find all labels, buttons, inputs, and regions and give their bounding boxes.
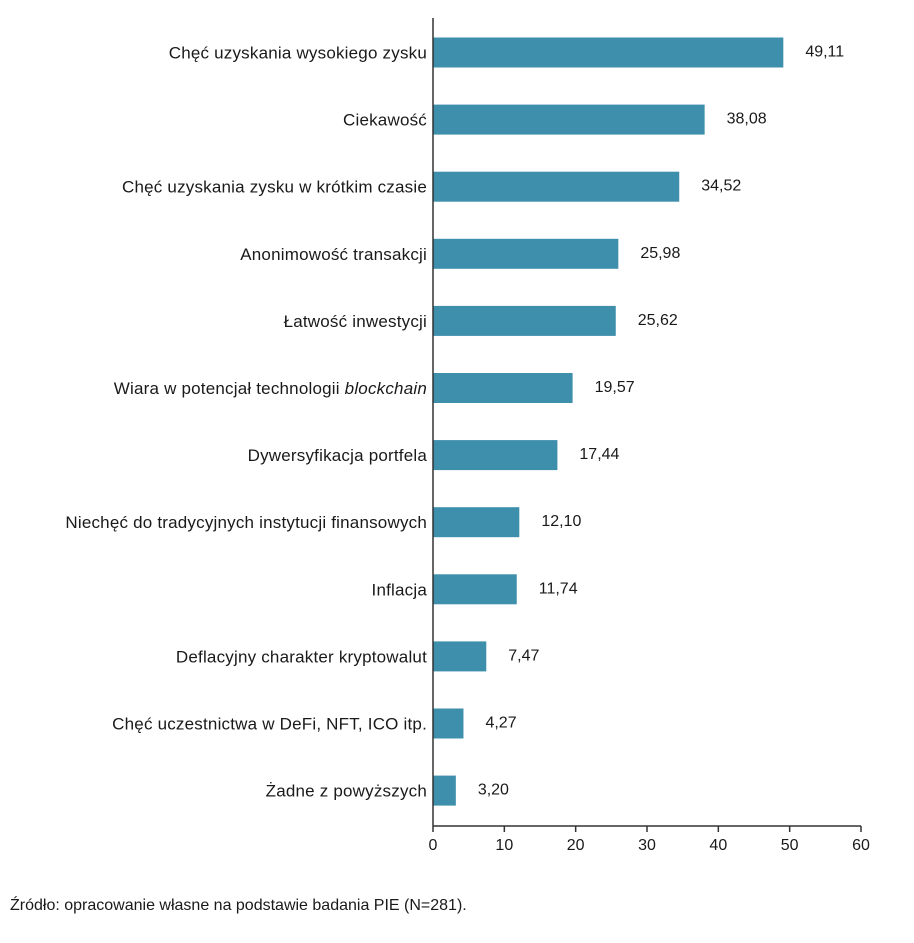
category-label: Chęć uczestnictwa w DeFi, NFT, ICO itp. (112, 715, 427, 734)
value-label: 34,52 (701, 178, 741, 195)
category-label: Chęć uzyskania wysokiego zysku (169, 44, 427, 63)
category-label: Chęć uzyskania zysku w krótkim czasie (122, 178, 427, 197)
category-labels-group: Chęć uzyskania wysokiego zysku Ciekawość C… (65, 44, 427, 801)
value-label: 17,44 (579, 446, 619, 463)
bar (433, 305, 616, 336)
x-tick-label: 10 (495, 837, 513, 854)
x-ticks-group: 0 10 20 30 40 50 60 (429, 826, 870, 854)
bar (433, 708, 464, 739)
x-tick-label: 0 (429, 837, 438, 854)
source-note: Źródło: opracowanie własne na podstawie … (10, 897, 467, 914)
value-label: 49,11 (805, 44, 844, 61)
value-label: 19,57 (595, 379, 635, 396)
category-label: Wiara w potencjał technologii blockchain (114, 379, 427, 398)
category-label: Niechęć do tradycyjnych instytucji finan… (65, 513, 427, 532)
value-label: 12,10 (541, 513, 581, 530)
category-label: Deflacyjny charakter kryptowalut (176, 647, 427, 666)
bar (433, 104, 705, 135)
bar (433, 373, 573, 403)
bar (433, 507, 520, 538)
bar (433, 641, 487, 672)
x-tick-label: 20 (567, 837, 585, 854)
bar (433, 574, 517, 605)
category-label: Dywersyfikacja portfela (248, 446, 428, 465)
bars-group (433, 37, 784, 806)
value-label: 7,47 (508, 647, 539, 664)
category-label: Inflacja (372, 580, 428, 599)
x-tick-label: 40 (709, 837, 727, 854)
value-label: 11,74 (539, 580, 578, 597)
value-label: 25,62 (638, 312, 678, 329)
bar (433, 238, 619, 269)
value-label: 38,08 (727, 111, 767, 128)
category-label: Ciekawość (343, 111, 427, 130)
bar (433, 440, 558, 471)
x-tick-label: 50 (781, 837, 799, 854)
value-label: 25,98 (640, 245, 680, 262)
value-label: 4,27 (485, 715, 516, 732)
value-labels-group: 49,11 38,08 34,52 25,98 25,62 19,57 17,44 12,10… (478, 44, 844, 799)
bar (433, 37, 784, 68)
bar (433, 775, 456, 806)
category-label: Anonimowość transakcji (240, 245, 427, 264)
category-label: Żadne z powyższych (266, 782, 427, 801)
bar (433, 171, 680, 202)
x-tick-label: 60 (852, 837, 870, 854)
x-tick-label: 30 (638, 837, 656, 854)
bar-chart: 49,11 38,08 34,52 25,98 25,62 19,57 17,44 12,10… (65, 18, 870, 854)
category-label: Łatwość inwestycji (284, 312, 427, 331)
value-label: 3,20 (478, 782, 509, 799)
